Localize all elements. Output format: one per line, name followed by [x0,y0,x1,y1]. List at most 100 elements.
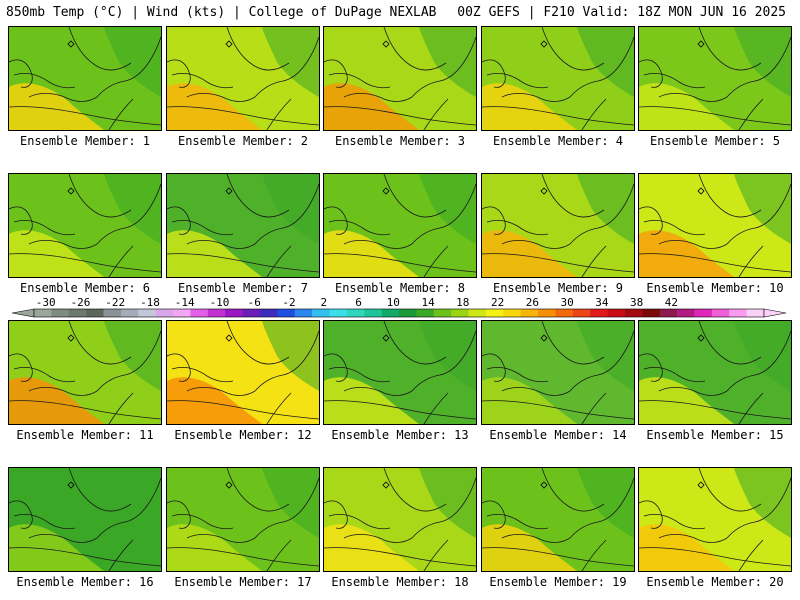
station-marker-icon [540,481,548,489]
ensemble-member-label: Ensemble Member: 1 [19,134,151,148]
colorbar-swatch [173,309,191,317]
ensemble-member-map [166,467,320,572]
ensemble-member-label: Ensemble Member: 4 [492,134,624,148]
colorbar-swatch [242,309,261,317]
ensemble-member-label: Ensemble Member: 18 [331,575,469,589]
station-marker-icon [540,187,548,195]
temperature-map [324,468,476,571]
colorbar-swatch [416,309,435,317]
station-marker-icon [225,334,233,342]
colorbar-swatch [399,309,417,317]
ensemble-member-label: Ensemble Member: 14 [489,428,627,442]
ensemble-member-map [638,467,792,572]
station-marker-icon [540,334,548,342]
colorbar-swatch [590,309,608,317]
temperature-map [639,27,791,130]
colorbar-swatch [277,309,296,317]
colorbar-swatch [381,309,400,317]
colorbar-tick-label: 10 [387,296,400,309]
ensemble-member-map [638,173,792,278]
ensemble-member-map [638,26,792,131]
temperature-map [167,321,319,424]
colorbar-tick-label: 22 [491,296,504,309]
ensemble-member-map [8,320,162,425]
colorbar-left-arrow-icon [11,308,35,318]
colorbar-tick-label: 42 [665,296,678,309]
temperature-map [324,174,476,277]
ensemble-member-label: Ensemble Member: 20 [646,575,784,589]
colorbar-swatch [34,309,52,317]
valid-time-title: 00Z GEFS | F210 Valid: 18Z MON JUN 16 20… [457,5,786,20]
colorbar-tick-label: 18 [456,296,469,309]
colorbar-swatch [329,309,348,317]
colorbar-swatch [51,309,70,317]
colorbar-swatch [346,309,365,317]
temperature-map [639,468,791,571]
ensemble-member-label: Ensemble Member: 6 [19,281,151,295]
ensemble-member-map [166,320,320,425]
colorbar-tick-label: -30 [36,296,56,309]
station-marker-icon [697,187,705,195]
colorbar-swatch [312,309,330,317]
colorbar-swatch [155,309,174,317]
ensemble-member-label: Ensemble Member: 15 [646,428,784,442]
colorbar-swatch [520,309,539,317]
ensemble-member-map [323,467,477,572]
temperature-map [482,468,634,571]
temperature-map [639,321,791,424]
temperature-map [324,321,476,424]
ensemble-member-map [481,320,635,425]
ensemble-member-label: Ensemble Member: 12 [174,428,312,442]
temperature-map [9,321,161,424]
station-marker-icon [225,481,233,489]
colorbar-tick-label: 30 [560,296,573,309]
colorbar-tick-label: 2 [320,296,327,309]
ensemble-member-map [323,320,477,425]
colorbar-swatch [677,309,695,317]
colorbar-swatch [207,309,226,317]
station-marker-icon [67,187,75,195]
ensemble-member-label: Ensemble Member: 9 [492,281,624,295]
colorbar-tick-label: 38 [630,296,643,309]
temperature-map [324,27,476,130]
colorbar-swatch [538,309,556,317]
temperature-colorbar: -30 -26 -22 -18 -14 -10 -6 -2 2 6 10 14 18 22 26 30 34 38… [11,296,787,318]
colorbar-swatch [120,309,139,317]
colorbar-swatch [694,309,713,317]
temperature-map [167,174,319,277]
product-title: 850mb Temp (°C) | Wind (kts) | College o… [6,5,437,20]
ensemble-member-map [323,26,477,131]
temperature-map [9,468,161,571]
colorbar-swatch [294,309,313,317]
temperature-map [482,321,634,424]
colorbar-swatch [364,309,382,317]
colorbar-tick-label: 6 [355,296,362,309]
ensemble-member-map [8,26,162,131]
colorbar-tick-label: -6 [248,296,261,309]
temperature-map [167,27,319,130]
colorbar-swatch [468,309,487,317]
colorbar-tick-label: 26 [526,296,539,309]
colorbar-swatch [433,309,452,317]
colorbar-tick-label: -26 [71,296,91,309]
ensemble-member-label: Ensemble Member: 11 [16,428,154,442]
colorbar-swatch [642,309,661,317]
colorbar-swatch [68,309,87,317]
colorbar-tick-label: -2 [282,296,295,309]
colorbar-swatch [624,309,643,317]
temperature-map [9,27,161,130]
colorbar-swatch [746,309,765,317]
ensemble-member-map [8,173,162,278]
station-marker-icon [67,481,75,489]
ensemble-member-label: Ensemble Member: 13 [331,428,469,442]
temperature-map [482,27,634,130]
station-marker-icon [697,481,705,489]
ensemble-member-label: Ensemble Member: 16 [16,575,154,589]
ensemble-member-label: Ensemble Member: 3 [334,134,466,148]
colorbar-right-arrow-icon [763,308,787,318]
ensemble-member-map [638,320,792,425]
colorbar-swatch [190,309,209,317]
temperature-map [482,174,634,277]
ensemble-member-map [166,26,320,131]
colorbar-tick-label: 14 [421,296,435,309]
